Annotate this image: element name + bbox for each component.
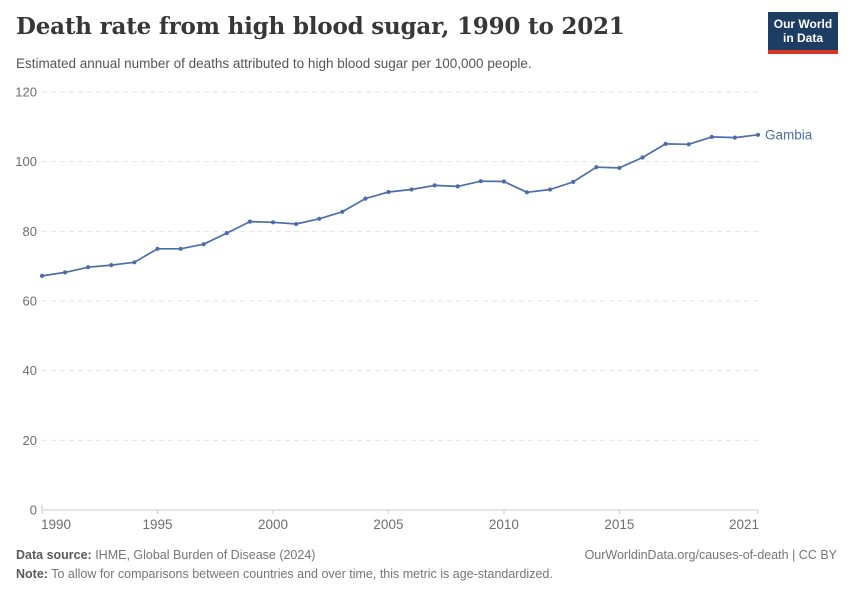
y-tick-label: 60 (23, 294, 37, 309)
x-tick-label: 2000 (258, 517, 288, 532)
x-tick-label: 1995 (142, 517, 172, 532)
x-tick-label: 2010 (489, 517, 519, 532)
data-point (755, 132, 761, 137)
x-tick-label: 2015 (604, 517, 634, 532)
data-point (63, 270, 68, 275)
data-point (571, 179, 576, 184)
data-point (386, 189, 391, 195)
data-point (178, 246, 183, 251)
data-point (363, 196, 368, 201)
data-point (132, 260, 137, 265)
data-point (640, 155, 645, 160)
data-point (39, 273, 45, 278)
x-tick-label: 2005 (373, 517, 403, 532)
x-tick-label: 2021 (729, 517, 759, 532)
line-chart-plot: 0 20 40 60 80 100 120 1990 1995 2000 2005 2010 2015 2… (15, 85, 813, 533)
data-source-text: IHME, Global Burden of Disease (2024) (91, 548, 316, 562)
y-tick-label: 20 (23, 433, 37, 448)
owid-logo-line2: in Data (782, 30, 823, 45)
data-point (663, 141, 668, 146)
data-point (247, 219, 252, 224)
data-point (317, 216, 322, 221)
note-text: To allow for comparisons between countri… (47, 567, 553, 581)
data-point (709, 134, 714, 139)
data-point (594, 165, 599, 170)
y-tick-label: 80 (23, 224, 37, 239)
data-point (548, 187, 553, 192)
data-source-line: Data source: IHME, Global Burden of Dise… (16, 547, 315, 564)
chart-title: Death rate from high blood sugar, 1990 t… (16, 13, 625, 40)
series-line-gambia (41, 133, 759, 277)
data-point (270, 220, 276, 225)
data-point (432, 183, 437, 188)
data-point (478, 179, 483, 184)
y-tick-label: 120 (15, 85, 37, 100)
y-tick-label: 100 (15, 154, 37, 169)
data-point (732, 135, 738, 140)
entity-label-gambia: Gambia (765, 127, 813, 142)
data-point (109, 263, 114, 268)
data-point (686, 142, 691, 147)
data-point (455, 184, 460, 189)
data-point (501, 179, 506, 184)
x-tick-label: 1990 (41, 517, 71, 532)
y-tick-label: 0 (30, 503, 37, 518)
owid-logo: Our World in Data (768, 12, 838, 54)
chart-footer: Data source: IHME, Global Burden of Dise… (16, 547, 837, 583)
owid-citation-link[interactable]: OurWorldinData.org/causes-of-death | CC … (584, 548, 837, 562)
data-point (155, 246, 160, 251)
owid-logo-line1: Our World (773, 17, 833, 31)
data-point (224, 231, 229, 236)
data-point (86, 265, 91, 270)
data-point (294, 221, 299, 227)
data-point (617, 165, 622, 170)
note-line: Note: To allow for comparisons between c… (16, 566, 837, 583)
data-point (201, 242, 206, 247)
data-point (340, 209, 345, 214)
note-label: Note: (16, 567, 48, 581)
data-source-label: Data source: (16, 548, 92, 562)
y-tick-label: 40 (23, 363, 37, 378)
chart-subtitle: Estimated annual number of deaths attrib… (16, 56, 532, 71)
data-point (524, 190, 530, 195)
data-point (409, 187, 414, 192)
